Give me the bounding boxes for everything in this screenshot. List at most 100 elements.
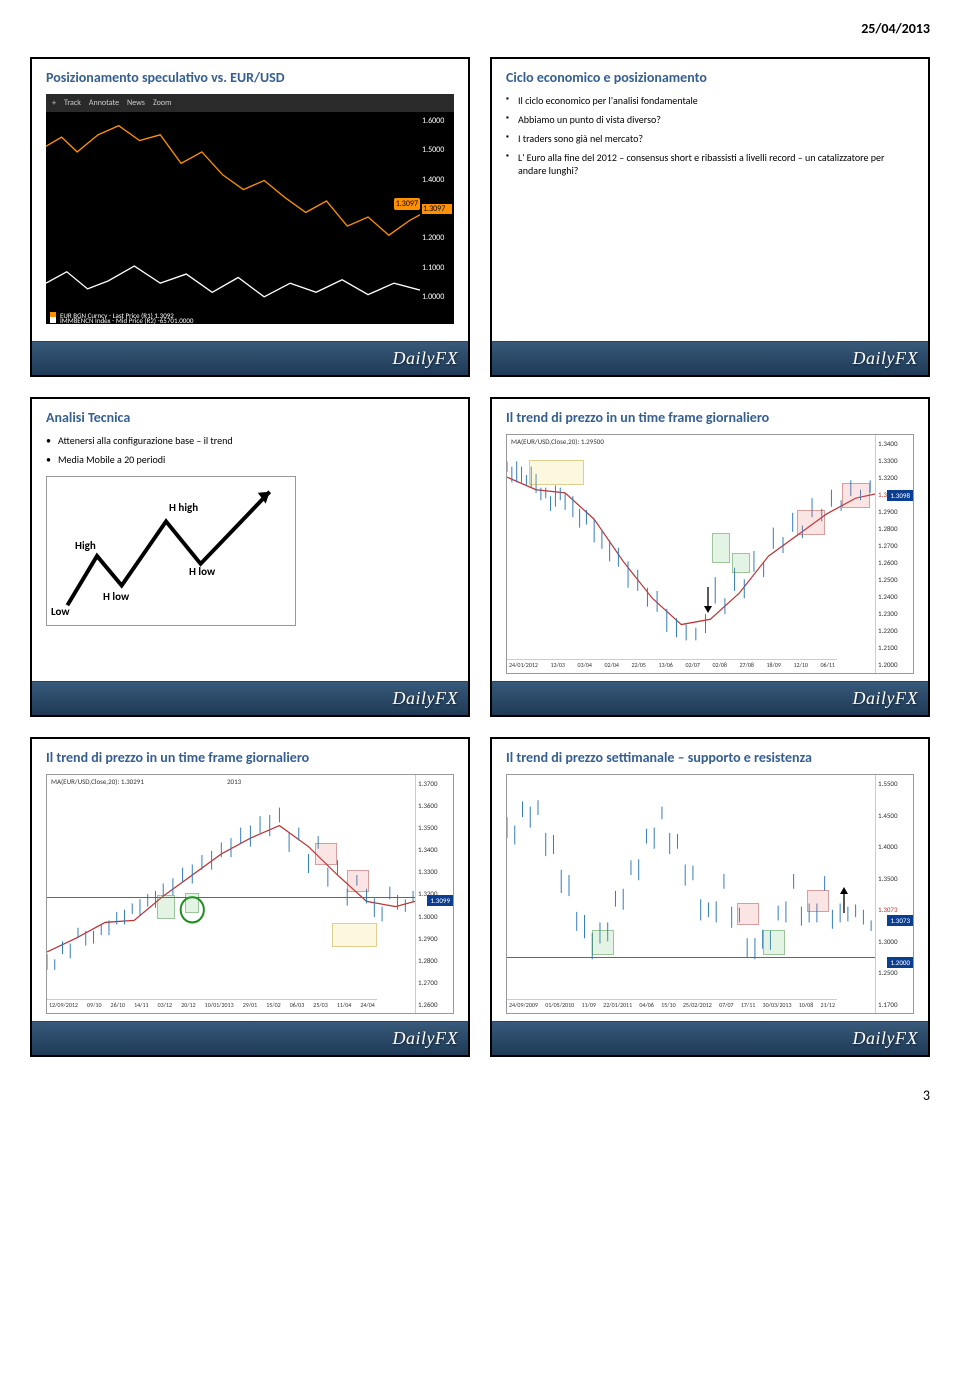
slide1-title: Posizionamento speculativo vs. EUR/USD [46,69,454,86]
ytick: 1.2000 [422,233,452,243]
highlight-rect [332,923,377,947]
page-date: 25/04/2013 [30,20,930,37]
slide-5: Il trend di prezzo in un time frame gior… [30,737,470,1057]
ytick: 1.2600 [878,558,911,567]
xtick: 03/12 [158,1001,172,1012]
tb-zoom[interactable]: Zoom [153,98,171,108]
ytick: 1.2500 [878,968,911,977]
ytick: 1.2700 [418,978,451,987]
xtick: 02/04 [604,661,618,672]
xtick: 20/12 [181,1001,195,1012]
xtick: 12/09/2012 [49,1001,78,1012]
xtick: 07/07 [719,1001,733,1012]
label-hhigh: H high [169,501,198,514]
slide2-title: Ciclo economico e posizionamento [506,69,914,86]
ytick: 1.0000 [422,292,452,302]
xtick: 01/05/2010 [545,1001,574,1012]
ytick: 1.3500 [878,874,911,883]
label-hlow2: H low [103,590,129,603]
tb-news[interactable]: News [127,98,145,108]
slide-footer: DailyFX [32,1021,468,1055]
ytick: 1.3300 [418,867,451,876]
slide-1: Posizionamento speculativo vs. EUR/USD +… [30,57,470,377]
ytick: 1.1700 [878,1000,911,1009]
xtick: 17/11 [741,1001,755,1012]
highlight-rect [315,843,337,865]
price-badge: 1.3099 [427,895,453,906]
up-arrow-icon [833,885,855,915]
ytick: 1.2700 [878,541,911,550]
ytick: 1.4000 [878,842,911,851]
price-badge: 1.3098 [887,490,913,501]
fx-yaxis: 1.5500 1.4500 1.4000 1.3500 1.3073 1.300… [875,775,913,1013]
xtick: 10/01/2013 [205,1001,234,1012]
ytick: 1.5000 [422,145,452,155]
highlight-rect [592,930,614,955]
xtick: 21/12 [821,1001,835,1012]
xtick: 09/10 [87,1001,101,1012]
bloomberg-chart: + Track Annotate News Zoom 1.3097 [46,94,454,324]
ytick: 1.4500 [878,811,911,820]
slide-3: Analisi Tecnica Attenersi alla configura… [30,397,470,717]
support-line [507,957,875,958]
bullet: Attenersi alla configurazione base – il … [46,434,454,447]
highlight-rect [347,870,369,892]
xtick: 14/11 [134,1001,148,1012]
chart-header: MA(EUR/USD,Close,20): 1.30291 [51,777,144,786]
bullet: Media Mobile a 20 periodi [46,453,454,466]
xtick: 04/06 [639,1001,653,1012]
logo: DailyFX [853,688,918,709]
trend-diagram: H high High H low H low Low [46,476,296,626]
down-arrow-icon [697,585,719,615]
xtick: 24/09/2009 [509,1001,538,1012]
highlight-rect [737,903,759,925]
slide-footer: DailyFX [32,341,468,375]
ytick: 1.5500 [878,779,911,788]
bloomberg-yaxis: 1.6000 1.5000 1.4000 1.3097 1.2000 1.100… [420,112,454,306]
label-low: Low [51,605,70,618]
chart-header: MA(EUR/USD,Close,20): 1.29500 [511,437,604,446]
highlight-rect [712,533,730,563]
fx-chart-daily2: MA(EUR/USD,Close,20): 1.30291 2013 [46,774,454,1014]
price-highlight: 1.3097 [394,198,420,210]
xtick: 03/04 [577,661,591,672]
support-line [47,897,415,898]
fx-chart-weekly: 24/09/2009 01/05/2010 11/09 22/01/2011 0… [506,774,914,1014]
tb-annotate[interactable]: Annotate [89,98,119,108]
logo: DailyFX [393,348,458,369]
xtick: 11/04 [337,1001,351,1012]
xtick: 22/01/2011 [603,1001,632,1012]
ytick: 1.2400 [878,592,911,601]
highlight-rect [157,895,175,919]
highlight-rect [732,553,750,573]
ytick: 1.3600 [418,801,451,810]
slide-6: Il trend di prezzo settimanale – support… [490,737,930,1057]
xtick: 25/03 [313,1001,327,1012]
ytick: 1.2800 [418,956,451,965]
highlight-rect [842,483,870,508]
highlight-rect [797,510,825,535]
ytick: 1.1000 [422,263,452,273]
xtick: 18/09 [766,661,780,672]
ytick: 1.2600 [418,1000,451,1009]
ytick: 1.3500 [418,823,451,832]
ytick: 1.2000 [878,660,911,669]
bullet: I traders sono già nel mercato? [506,132,914,145]
xtick: 06/11 [820,661,834,672]
label-high: High [75,539,96,552]
legend-swatch [50,317,56,323]
tb-plus[interactable]: + [52,98,56,108]
xtick: 27/08 [739,661,753,672]
xtick: 02/07 [685,661,699,672]
slide-footer: DailyFX [492,341,928,375]
xtick: 24/04 [360,1001,374,1012]
xtick: 25/02/2012 [683,1001,712,1012]
slide-footer: DailyFX [32,681,468,715]
xtick: 15/02 [266,1001,280,1012]
slide4-title: Il trend di prezzo in un time frame gior… [506,409,914,426]
xtick: 10/08 [799,1001,813,1012]
slide3-title: Analisi Tecnica [46,409,454,426]
tb-track[interactable]: Track [64,98,81,108]
fx-yaxis: 1.3400 1.3300 1.3200 1.3097 1.2900 1.280… [875,435,913,673]
legend2: IMM8ENCN Index - Mid Price (R2) -65701.0… [60,316,193,325]
